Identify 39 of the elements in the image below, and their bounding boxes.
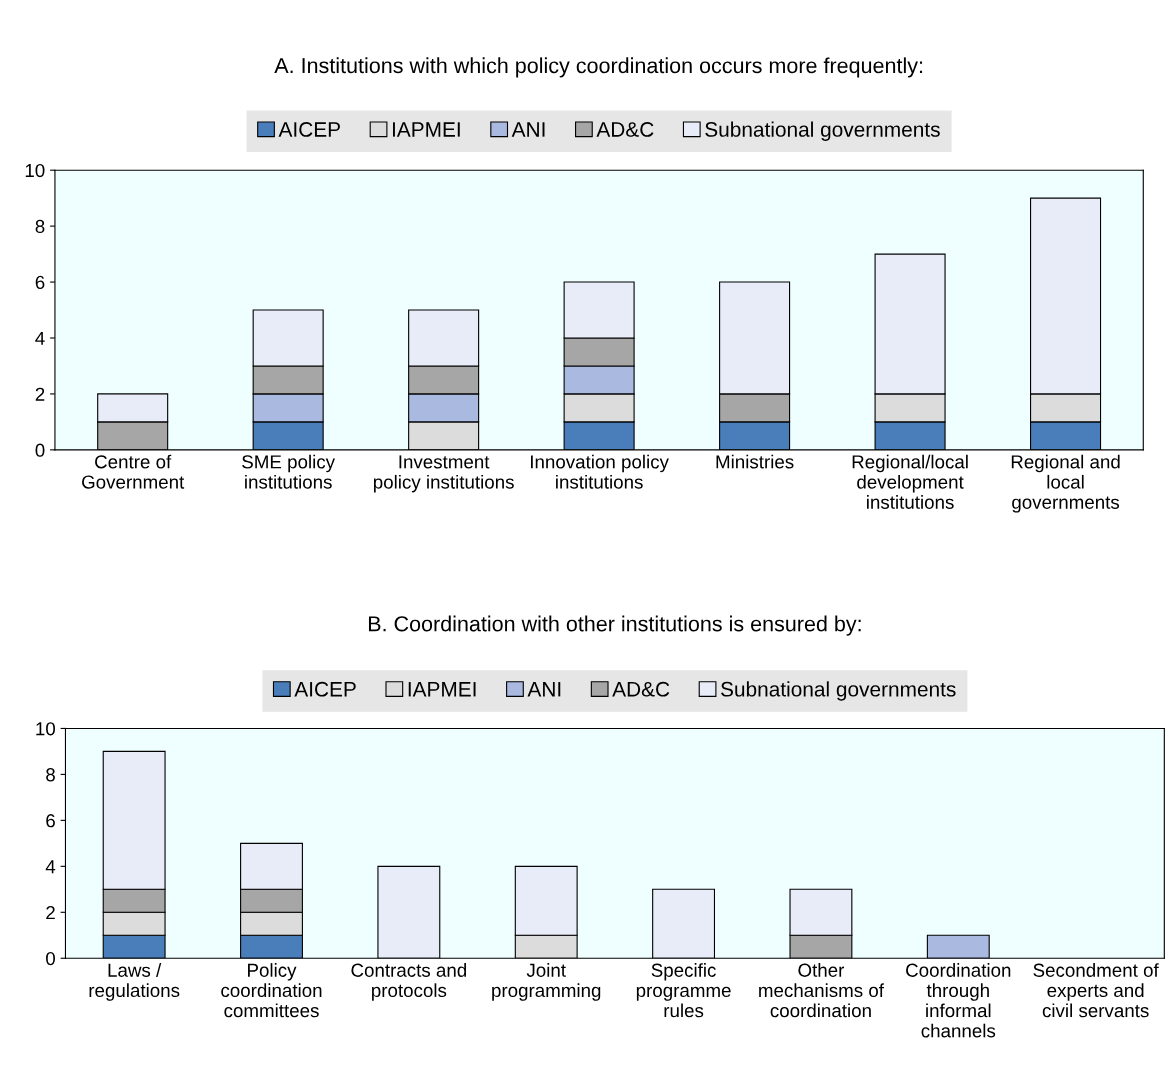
y-tick-label: 2 — [35, 387, 45, 401]
x-tick-label: Secondment of experts and civil servants — [1033, 963, 1159, 1018]
y-tick-label: 8 — [35, 219, 45, 234]
x-tick-label: SME policy institutions — [242, 454, 336, 489]
legend-label: ANI — [511, 122, 545, 137]
y-tick-label: 6 — [46, 814, 55, 828]
x-tick-label: Regional and local governments — [1011, 454, 1120, 513]
legend-label: ANI — [527, 682, 561, 697]
y-tick-label: 0 — [46, 951, 56, 966]
x-tick-label: Centre of Government — [82, 454, 185, 489]
legend-label: AICEP — [278, 122, 340, 137]
x-tick-label: Contracts and protocols — [351, 963, 467, 1001]
legend-label: IAPMEI — [408, 682, 476, 697]
y-tick-label: 8 — [46, 768, 55, 782]
x-tick-label: Innovation policy institutions — [531, 454, 669, 489]
legend-label: AD&C — [596, 122, 654, 137]
y-tick-label: 10 — [25, 163, 45, 178]
legend-label: AD&C — [612, 681, 670, 697]
legend-label: Subnational governments — [705, 121, 940, 141]
x-tick-label: Investment policy institutions — [373, 455, 514, 493]
legend-label: IAPMEI — [392, 122, 460, 137]
x-tick-label: Policy coordination committees — [221, 963, 322, 1018]
chart-title: A. Institutions with which policy coordination occurs more frequently: — [274, 57, 923, 78]
y-tick-label: 2 — [46, 906, 55, 920]
y-tick-label: 4 — [45, 860, 56, 874]
x-tick-label: Other mechanisms of coordination — [759, 963, 885, 1018]
legend-label: AICEP — [294, 681, 356, 697]
x-tick-label: Coordination through informal channels — [906, 963, 1011, 1038]
chart-title: B. Coordination with other institutions is ensured by: — [368, 615, 861, 636]
x-tick-label: Regional/local development institutions — [852, 454, 968, 509]
x-tick-label: Joint programming — [492, 963, 601, 1001]
x-tick-label: Specific programme rules — [636, 963, 731, 1018]
x-tick-label: Ministries — [716, 454, 794, 469]
y-tick-label: 10 — [36, 722, 56, 736]
y-tick-label: 4 — [35, 331, 45, 345]
legend-label: Subnational governments — [721, 681, 956, 701]
y-tick-label: 0 — [35, 443, 45, 457]
y-tick-label: 6 — [35, 275, 45, 290]
x-tick-label: Laws / regulations — [89, 963, 180, 1001]
